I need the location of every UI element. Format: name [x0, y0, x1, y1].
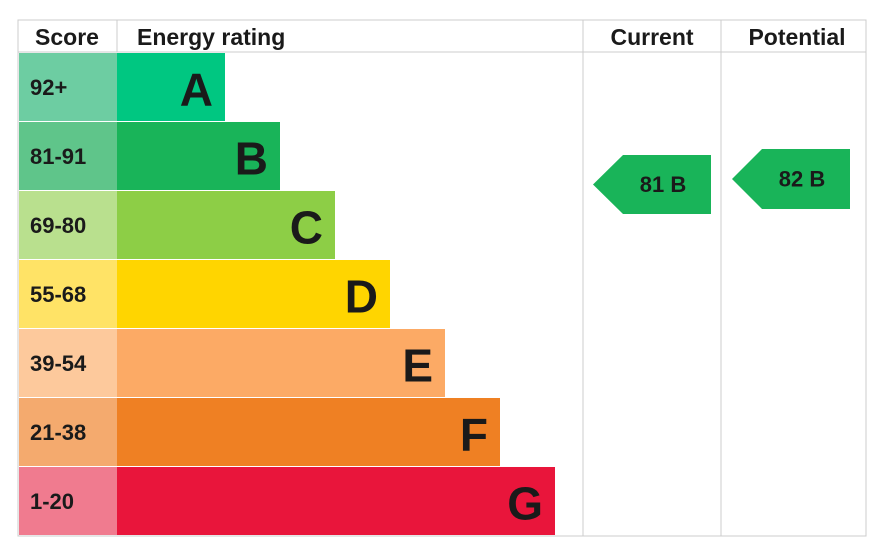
score-cell — [19, 191, 117, 259]
header-energy: Energy rating — [137, 24, 285, 50]
score-cell — [19, 329, 117, 397]
band-letter: F — [460, 409, 488, 461]
band-bar — [117, 329, 445, 397]
score-label: 1-20 — [30, 489, 74, 514]
band-letter: A — [180, 64, 213, 116]
score-label: 81-91 — [30, 144, 86, 169]
score-label: 55-68 — [30, 282, 86, 307]
band-bar — [117, 398, 500, 466]
score-label: 92+ — [30, 75, 67, 100]
band-bar — [117, 467, 555, 535]
band-letter: G — [507, 478, 543, 530]
score-label: 69-80 — [30, 213, 86, 238]
band-letter: C — [290, 202, 323, 254]
band-letter: B — [235, 133, 268, 185]
band-bar — [117, 53, 225, 121]
current-label: 81 B — [640, 172, 686, 197]
score-cell — [19, 260, 117, 328]
score-cell — [19, 467, 117, 535]
score-cell — [19, 53, 117, 121]
band-bar — [117, 191, 335, 259]
header-potential: Potential — [748, 24, 845, 50]
score-cell — [19, 122, 117, 190]
current-arrow — [593, 155, 711, 214]
band-bar — [117, 260, 390, 328]
score-label: 39-54 — [30, 351, 87, 376]
band-letter: E — [402, 340, 433, 392]
score-label: 21-38 — [30, 420, 86, 445]
header-score: Score — [35, 24, 99, 50]
potential-arrow — [732, 149, 850, 209]
potential-label: 82 B — [779, 167, 825, 192]
band-bar — [117, 122, 280, 190]
score-cell — [19, 398, 117, 466]
header-current: Current — [610, 24, 693, 50]
band-letter: D — [345, 271, 378, 323]
